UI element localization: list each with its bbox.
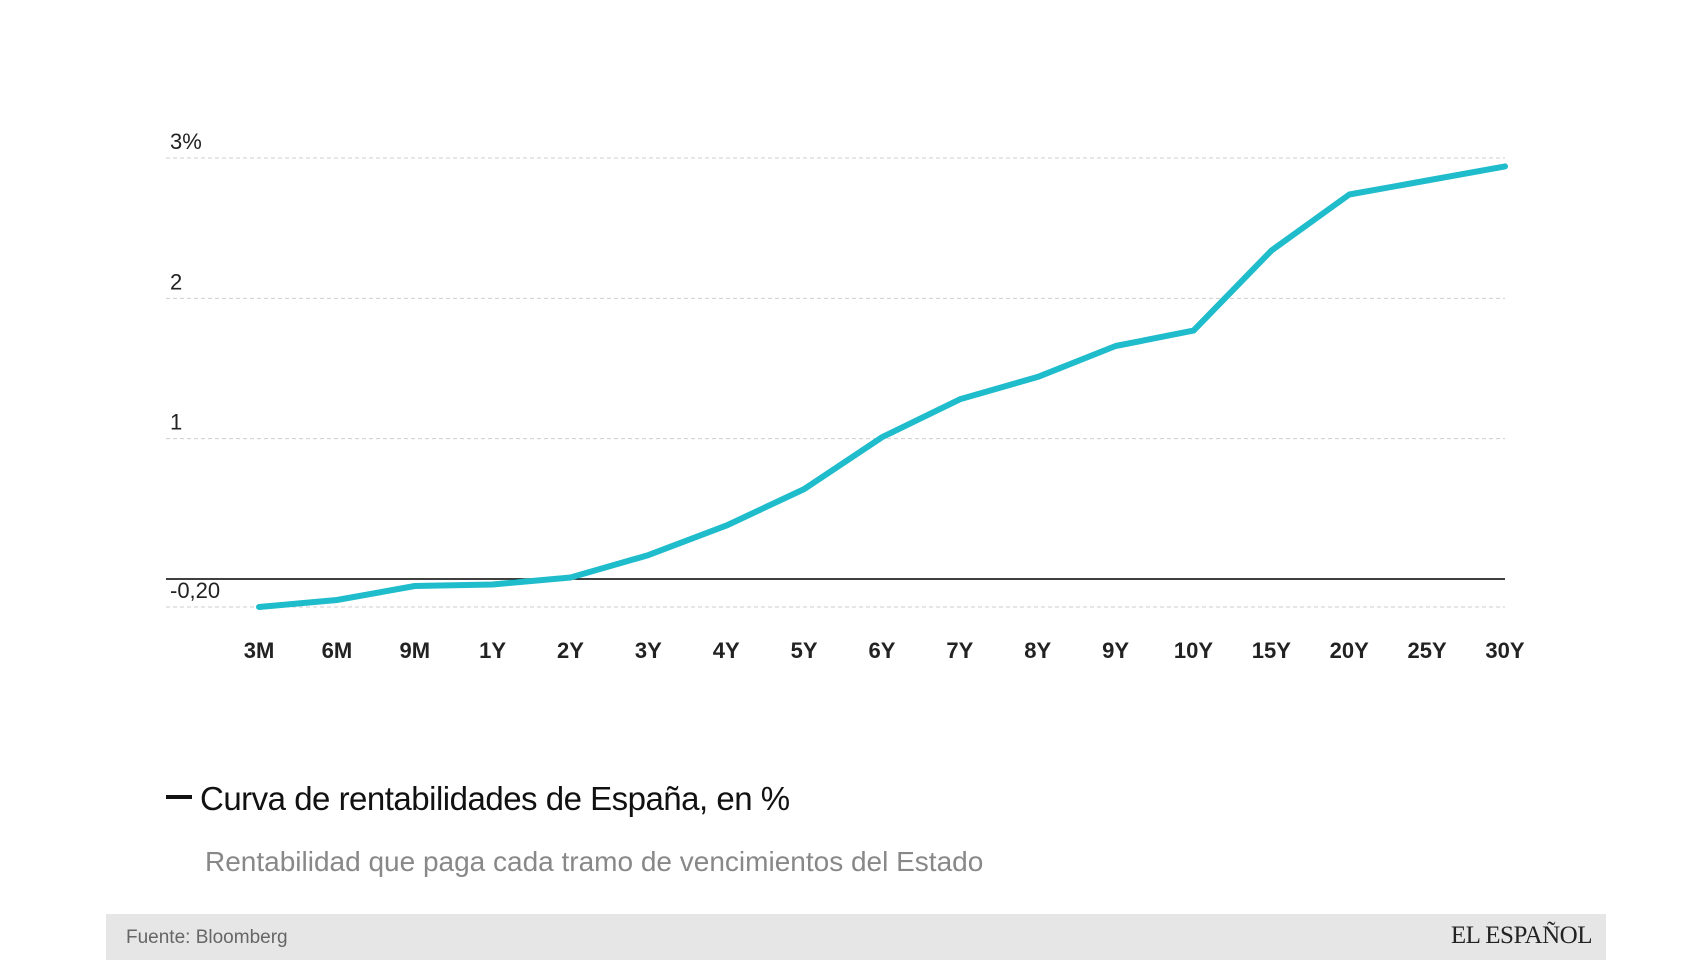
grid-layer (166, 157, 1505, 608)
x-tick-label-3m: 3M (244, 638, 275, 663)
x-axis-labels: 3M 6M 9M 1Y 2Y 3Y 4Y 5Y 6Y 7Y 8Y 9Y 10Y 15Y 20Y 25Y 30Y (244, 638, 1525, 663)
y-axis-labels: -0,20 1 2 3% (170, 129, 220, 603)
series-line-yield-curve (256, 163, 1508, 610)
footer-bar: Fuente: Bloomberg EL ESPAÑOL (106, 914, 1606, 960)
x-tick-label-3y: 3Y (635, 638, 662, 663)
x-tick-label-4y: 4Y (713, 638, 740, 663)
x-tick-label-15y: 15Y (1252, 638, 1291, 663)
x-tick-label-30y: 30Y (1485, 638, 1524, 663)
x-tick-label-25y: 25Y (1408, 638, 1447, 663)
x-tick-label-6y: 6Y (869, 638, 896, 663)
source-note: Fuente: Bloomberg (126, 927, 288, 948)
y-tick-label-2: 2 (170, 269, 182, 294)
legend-swatch (166, 795, 192, 800)
x-tick-label-9y: 9Y (1102, 638, 1129, 663)
legend-label: Curva de rentabilidades de España, en % (200, 780, 790, 817)
y-tick-label-0: -0,20 (170, 578, 220, 603)
y-tick-label-3: 3% (170, 129, 202, 154)
x-tick-label-10y: 10Y (1174, 638, 1213, 663)
x-tick-label-7y: 7Y (946, 638, 973, 663)
x-tick-label-20y: 20Y (1330, 638, 1369, 663)
x-tick-label-8y: 8Y (1024, 638, 1051, 663)
chart-legend: Curva de rentabilidades de España, en % (166, 780, 790, 818)
y-tick-label-1: 1 (170, 410, 182, 435)
x-tick-label-2y: 2Y (557, 638, 584, 663)
x-tick-label-5y: 5Y (791, 638, 818, 663)
chart-subtitle: Rentabilidad que paga cada tramo de venc… (205, 846, 984, 877)
x-tick-label-9m: 9M (399, 638, 430, 663)
x-tick-label-1y: 1Y (479, 638, 506, 663)
x-tick-label-6m: 6M (322, 638, 353, 663)
brand-logo: EL ESPAÑOL (1450, 922, 1593, 949)
